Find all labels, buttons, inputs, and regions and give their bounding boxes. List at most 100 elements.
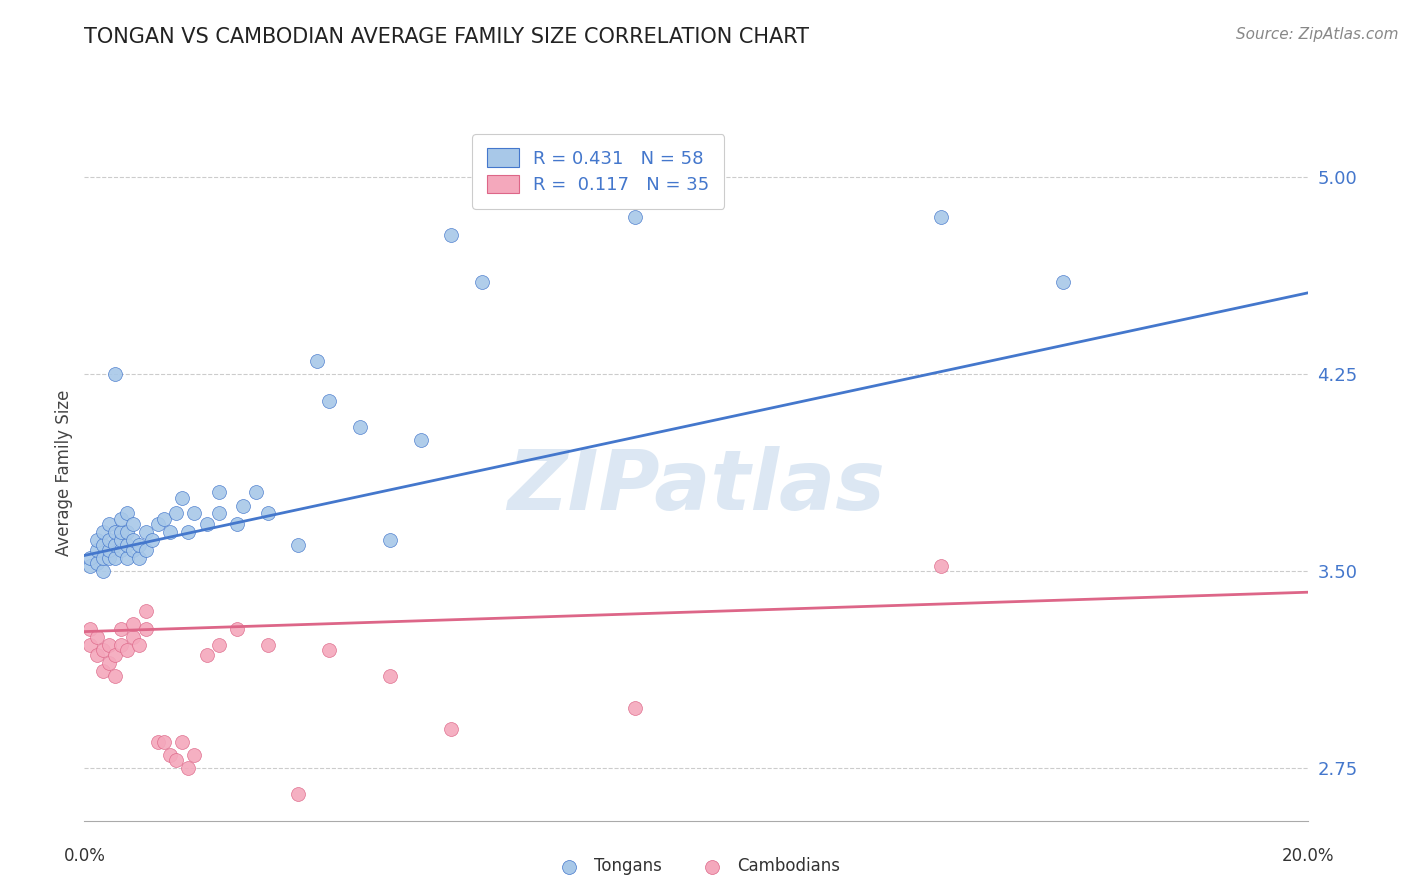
Point — [146, 735, 169, 749]
Point — [135, 604, 157, 618]
Point — [287, 788, 309, 802]
Point — [380, 669, 402, 683]
Point — [305, 354, 328, 368]
Point — [86, 533, 108, 547]
Point — [122, 616, 145, 631]
Point — [122, 516, 145, 531]
Point — [97, 533, 120, 547]
Point — [226, 622, 249, 636]
Point — [159, 747, 181, 762]
Point — [208, 638, 231, 652]
Point — [86, 557, 108, 571]
Point — [110, 622, 132, 636]
Point — [349, 419, 371, 434]
Point — [97, 638, 120, 652]
Point — [471, 276, 494, 290]
Point — [1052, 276, 1074, 290]
Point — [232, 499, 254, 513]
Point — [135, 524, 157, 539]
Text: 20.0%: 20.0% — [1281, 847, 1334, 864]
Point — [91, 643, 114, 657]
Point — [195, 516, 218, 531]
Text: Source: ZipAtlas.com: Source: ZipAtlas.com — [1236, 27, 1399, 42]
Point — [122, 543, 145, 558]
Text: TONGAN VS CAMBODIAN AVERAGE FAMILY SIZE CORRELATION CHART: TONGAN VS CAMBODIAN AVERAGE FAMILY SIZE … — [84, 27, 810, 46]
Point — [153, 512, 176, 526]
Point — [91, 551, 114, 566]
Point — [183, 747, 205, 762]
Point — [257, 507, 280, 521]
Point — [318, 643, 340, 657]
Point — [208, 507, 231, 521]
Point — [115, 538, 138, 552]
Point — [79, 638, 101, 652]
Point — [79, 622, 101, 636]
Point — [91, 664, 114, 678]
Point — [97, 551, 120, 566]
Point — [208, 485, 231, 500]
Point — [287, 538, 309, 552]
Point — [79, 558, 101, 573]
Point — [195, 648, 218, 663]
Point — [115, 524, 138, 539]
Point — [440, 228, 463, 243]
Point — [97, 516, 120, 531]
Point — [141, 533, 163, 547]
Point — [115, 507, 138, 521]
Point — [110, 533, 132, 547]
Point — [318, 393, 340, 408]
Point — [104, 648, 127, 663]
Point — [110, 543, 132, 558]
Point — [409, 433, 432, 447]
Point — [86, 630, 108, 644]
Point — [128, 538, 150, 552]
Point — [624, 210, 647, 224]
Point — [624, 700, 647, 714]
Point — [177, 761, 200, 775]
Point — [128, 638, 150, 652]
Point — [86, 648, 108, 663]
Point — [159, 524, 181, 539]
Y-axis label: Average Family Size: Average Family Size — [55, 390, 73, 556]
Point — [110, 638, 132, 652]
Point — [257, 638, 280, 652]
Point — [86, 543, 108, 558]
Point — [380, 533, 402, 547]
Point — [97, 656, 120, 670]
Point — [183, 507, 205, 521]
Point — [135, 622, 157, 636]
Point — [97, 543, 120, 558]
Point — [172, 735, 194, 749]
Point — [104, 524, 127, 539]
Point — [104, 368, 127, 382]
Point — [153, 735, 176, 749]
Point — [172, 491, 194, 505]
Point — [91, 524, 114, 539]
Point — [929, 558, 952, 573]
Point — [226, 516, 249, 531]
Point — [79, 551, 101, 566]
Point — [165, 507, 187, 521]
Point — [146, 516, 169, 531]
Point — [104, 551, 127, 566]
Point — [929, 210, 952, 224]
Point — [440, 722, 463, 736]
Point — [104, 669, 127, 683]
Point — [91, 538, 114, 552]
Point — [122, 630, 145, 644]
Point — [128, 551, 150, 566]
Point — [135, 543, 157, 558]
Point — [122, 533, 145, 547]
Point — [115, 551, 138, 566]
Point — [165, 753, 187, 767]
Legend: Tongans, Cambodians: Tongans, Cambodians — [546, 851, 846, 882]
Point — [115, 643, 138, 657]
Point — [104, 538, 127, 552]
Point — [110, 524, 132, 539]
Point — [177, 524, 200, 539]
Text: 0.0%: 0.0% — [63, 847, 105, 864]
Point — [91, 564, 114, 578]
Text: ZIPatlas: ZIPatlas — [508, 446, 884, 527]
Point — [110, 512, 132, 526]
Point — [245, 485, 267, 500]
